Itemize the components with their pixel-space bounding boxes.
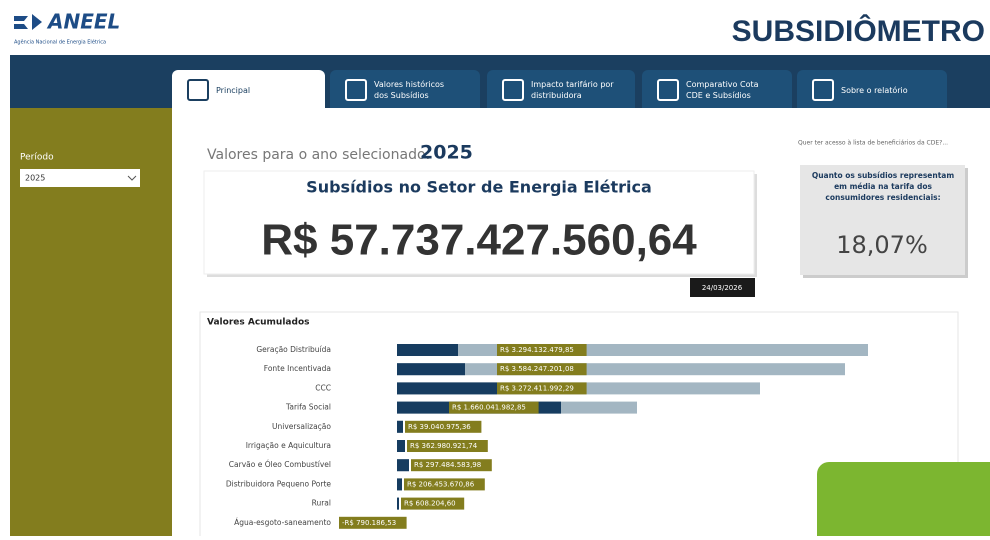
bar — [397, 459, 409, 472]
category-label: Universalização — [272, 422, 331, 431]
value-label: R$ 39.040.975,36 — [408, 423, 471, 431]
value-label-bg — [401, 497, 465, 510]
link-text[interactable]: Quer ter acesso à lista de beneficiários… — [798, 140, 948, 147]
tab-icon — [657, 79, 679, 101]
decoration — [817, 462, 990, 536]
value-label: R$ 3.294.132.479,85 — [500, 346, 574, 354]
value-label-bg — [411, 459, 492, 472]
value-label: R$ 206.453.670,86 — [407, 480, 475, 488]
tab-label-box: Principal — [216, 85, 251, 95]
value-label: R$ 362.980.921,74 — [410, 442, 478, 450]
tab-label-box: Valores históricos dos Subsídios — [374, 80, 445, 100]
value-label-bg — [404, 478, 485, 491]
date-badge — [690, 278, 755, 297]
value-label-bg — [339, 516, 407, 529]
tab[interactable] — [172, 70, 325, 108]
value-label: R$ 3.272.411.992,29 — [500, 384, 574, 392]
category-label: Fonte Incentivada — [264, 364, 331, 373]
value-label-bg — [407, 440, 488, 452]
tab-icon — [502, 79, 524, 101]
bars: Geração Distribuída R$ 3.294.132.479,85 Fo… — [226, 344, 868, 529]
category-label: CCC — [315, 383, 331, 392]
side-card — [800, 165, 965, 275]
card-title: Subsídios no Setor de Energia Elétrica — [306, 178, 652, 197]
tab-label: Valores históricos dos Subsídios — [374, 80, 445, 100]
category-label: Geração Distribuída — [256, 345, 331, 354]
value-label: R$ 1.660.041.982,85 — [452, 404, 526, 412]
bar — [397, 344, 868, 356]
tab[interactable] — [487, 70, 635, 108]
value-label-bg — [497, 344, 587, 356]
value-label-bg — [497, 363, 587, 376]
chart-title: Valores Acumulados — [207, 318, 309, 328]
logo-icon — [14, 14, 42, 30]
side-card-text: Quanto os subsídios representam em média… — [811, 171, 955, 202]
date: 24/03/2026 — [702, 284, 743, 292]
tab-label: Comparativo Cota CDE e Subsídios — [686, 80, 759, 100]
tabs: Principal Valores históricos dos Subsídio… — [172, 70, 947, 108]
tab-label: Principal — [216, 85, 251, 95]
tab-icon — [812, 79, 834, 101]
value-label: R$ 297.484.583,98 — [414, 461, 481, 469]
year-caption: Valores para o ano selecionado: — [207, 147, 430, 163]
tab[interactable] — [642, 70, 792, 108]
value-label: R$ 608.204,60 — [404, 500, 456, 508]
category-label: Água-esgoto-saneamento — [234, 518, 331, 527]
filter-label: Período — [20, 153, 54, 163]
logo: ANEEL — [46, 10, 120, 34]
category-label: Carvão e Óleo Combustível — [229, 460, 331, 469]
bar — [397, 420, 403, 433]
value-label: -R$ 790.186,53 — [342, 519, 396, 527]
category-label: Rural — [312, 499, 331, 508]
card-value: R$ 57.737.427.560,64 — [261, 216, 697, 265]
category-label: Irrigação e Aquicultura — [246, 441, 331, 450]
bar — [397, 440, 405, 452]
side-card-value: 18,07% — [836, 231, 928, 259]
tab-label-box: Comparativo Cota CDE e Subsídios — [686, 80, 759, 100]
tab-label-box: Sobre o relatório — [841, 85, 908, 95]
bar — [397, 382, 497, 395]
dropdown-value: 2025 — [25, 174, 45, 183]
side-card-text-box: Quanto os subsídios representam em média… — [811, 171, 955, 202]
tab-label: Sobre o relatório — [841, 85, 908, 95]
bar — [397, 497, 399, 510]
tab-label: Impacto tarifário por distribuidora — [531, 80, 614, 100]
value-label-bg — [449, 401, 539, 414]
tab-label-box: Impacto tarifário por distribuidora — [531, 80, 614, 100]
dropdown-arrow — [127, 175, 137, 181]
bar — [397, 344, 458, 356]
dropdown[interactable] — [20, 169, 140, 187]
year: 2025 — [420, 142, 473, 164]
value-label: R$ 3.584.247.201,08 — [500, 365, 574, 373]
tab[interactable] — [797, 70, 947, 108]
bar — [397, 478, 402, 491]
value-label-bg — [405, 420, 482, 433]
bar — [397, 363, 465, 376]
value-label-bg — [497, 382, 587, 395]
category-label: Distribuidora Pequeno Porte — [226, 479, 331, 488]
card — [203, 170, 755, 275]
page-title: SUBSIDIÔMETRO — [732, 14, 985, 48]
tab-icon — [187, 79, 209, 101]
tab-icon — [345, 79, 367, 101]
tab[interactable] — [330, 70, 480, 108]
category-label: Tarifa Social — [285, 403, 331, 412]
logo-subtitle: Agência Nacional de Energia Elétrica — [14, 39, 106, 46]
